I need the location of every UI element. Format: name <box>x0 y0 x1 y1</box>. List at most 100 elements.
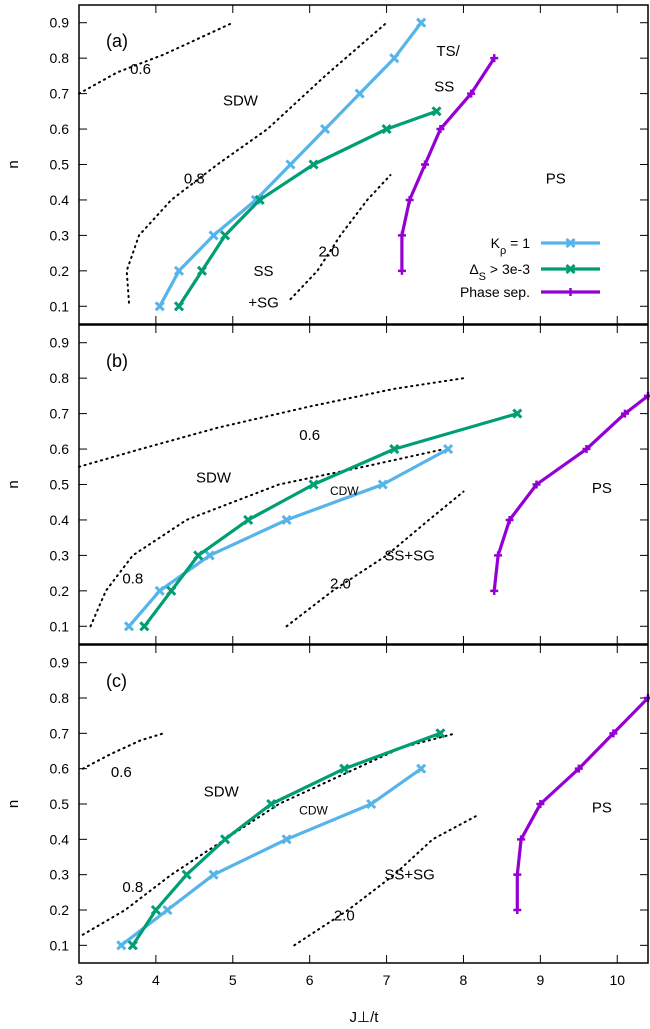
data-point <box>254 194 265 206</box>
y-tick-label: 0.1 <box>50 618 70 634</box>
data-point <box>308 479 319 490</box>
region-label: PS <box>592 480 612 497</box>
region-label: 0.6 <box>299 427 320 444</box>
y-tick-label: 0.6 <box>50 441 70 457</box>
region-label: 0.8 <box>122 879 143 896</box>
region-label: 0.8 <box>184 171 205 188</box>
y-tick-label: 0.5 <box>50 796 70 812</box>
x-tick-label: 8 <box>460 972 468 988</box>
contour-line-0-6 <box>81 732 165 770</box>
region-label: SS+SG <box>384 867 434 884</box>
y-tick-label: 0.6 <box>50 761 70 777</box>
series-line <box>120 767 423 947</box>
x-tick-label: 10 <box>609 972 625 988</box>
y-tick-label: 0.3 <box>50 867 70 883</box>
data-point <box>204 550 215 561</box>
y-tick-label: 0.4 <box>50 831 70 847</box>
panel-label: (b) <box>106 351 128 371</box>
data-point <box>173 265 185 276</box>
y-tick-label: 0.8 <box>50 370 70 386</box>
series-line <box>177 109 438 308</box>
y-tick-label: 0.2 <box>50 583 70 599</box>
x-tick-label: 5 <box>229 972 237 988</box>
contour-line-2-0 <box>289 174 392 301</box>
data-point <box>513 906 522 914</box>
data-point <box>308 159 319 170</box>
region-label: 2.0 <box>330 576 351 593</box>
series-delta <box>173 106 442 312</box>
data-point <box>123 621 135 632</box>
data-point <box>319 123 331 135</box>
series-ps <box>490 391 650 595</box>
data-point <box>494 551 503 560</box>
data-point <box>285 159 296 170</box>
data-point <box>397 231 406 240</box>
data-point <box>162 904 173 916</box>
y-tick-label: 0.4 <box>50 512 70 528</box>
data-point <box>512 408 523 419</box>
region-label: SS <box>434 79 454 96</box>
y-axis-label: n <box>5 480 22 488</box>
data-point <box>196 265 208 276</box>
data-point <box>490 54 499 63</box>
panel-label: (a) <box>106 31 128 51</box>
data-point <box>421 160 430 169</box>
y-axis-label: n <box>5 160 22 168</box>
region-label: TS/ <box>436 43 460 60</box>
y-tick-label: 0.1 <box>50 937 70 953</box>
contour-line-0-6 <box>78 21 234 95</box>
data-point <box>116 940 127 951</box>
region-label: +SG <box>248 295 278 312</box>
y-tick-label: 0.9 <box>50 655 70 671</box>
data-point <box>127 940 138 951</box>
data-point <box>609 729 618 738</box>
contour-line-0-8 <box>125 21 388 304</box>
y-tick-label: 0.4 <box>50 192 70 208</box>
data-point <box>435 728 446 739</box>
panel-1: 0.1 0.2 0.3 0.4 0.5 0.6 0.7 0.8 0.9 n 0.6 0.8 2.0 SDW… <box>5 4 649 325</box>
data-point <box>532 480 541 489</box>
region-label: SDW <box>223 93 259 110</box>
y-tick-label: 0.1 <box>50 298 70 314</box>
region-label: CDW <box>299 803 328 817</box>
x-tick-label: 4 <box>152 972 160 988</box>
region-label: SS+SG <box>384 547 434 564</box>
y-tick-label: 0.8 <box>50 690 70 706</box>
data-point <box>397 266 406 275</box>
series-delta <box>127 728 446 951</box>
x-tick-label: 3 <box>75 972 83 988</box>
data-point <box>281 834 292 845</box>
data-point <box>620 409 629 418</box>
data-point <box>416 763 427 774</box>
region-label: SS <box>254 263 274 280</box>
x-tick-label: 7 <box>383 972 391 988</box>
legend-label: ΔS > 3e-3 <box>469 261 530 283</box>
contour-line-0-8 <box>81 732 457 936</box>
y-tick-label: 0.7 <box>50 725 70 741</box>
data-point <box>220 834 231 845</box>
legend-label: Kρ = 1 <box>491 235 531 257</box>
data-point <box>517 835 526 844</box>
y-tick-label: 0.3 <box>50 227 70 243</box>
series-ps <box>513 694 650 914</box>
series-ps <box>397 54 499 275</box>
data-point <box>354 88 365 99</box>
y-tick-label: 0.2 <box>50 902 70 918</box>
region-label: SDW <box>196 469 232 486</box>
data-point <box>377 479 388 490</box>
region-label: SDW <box>204 784 240 801</box>
panel-2: 0.1 0.2 0.3 0.4 0.5 0.6 0.7 0.8 0.9 n 0.6 0.8 2.0 SDW… <box>5 324 650 645</box>
data-point <box>243 514 254 526</box>
data-point <box>536 800 545 808</box>
data-point <box>467 89 476 98</box>
data-point <box>443 443 454 455</box>
data-point <box>166 585 177 596</box>
data-point <box>490 586 499 595</box>
y-tick-label: 0.7 <box>50 86 70 102</box>
y-tick-label: 0.9 <box>50 335 70 351</box>
panel-label: (c) <box>106 671 127 691</box>
data-point <box>366 798 377 810</box>
data-point <box>339 763 350 774</box>
